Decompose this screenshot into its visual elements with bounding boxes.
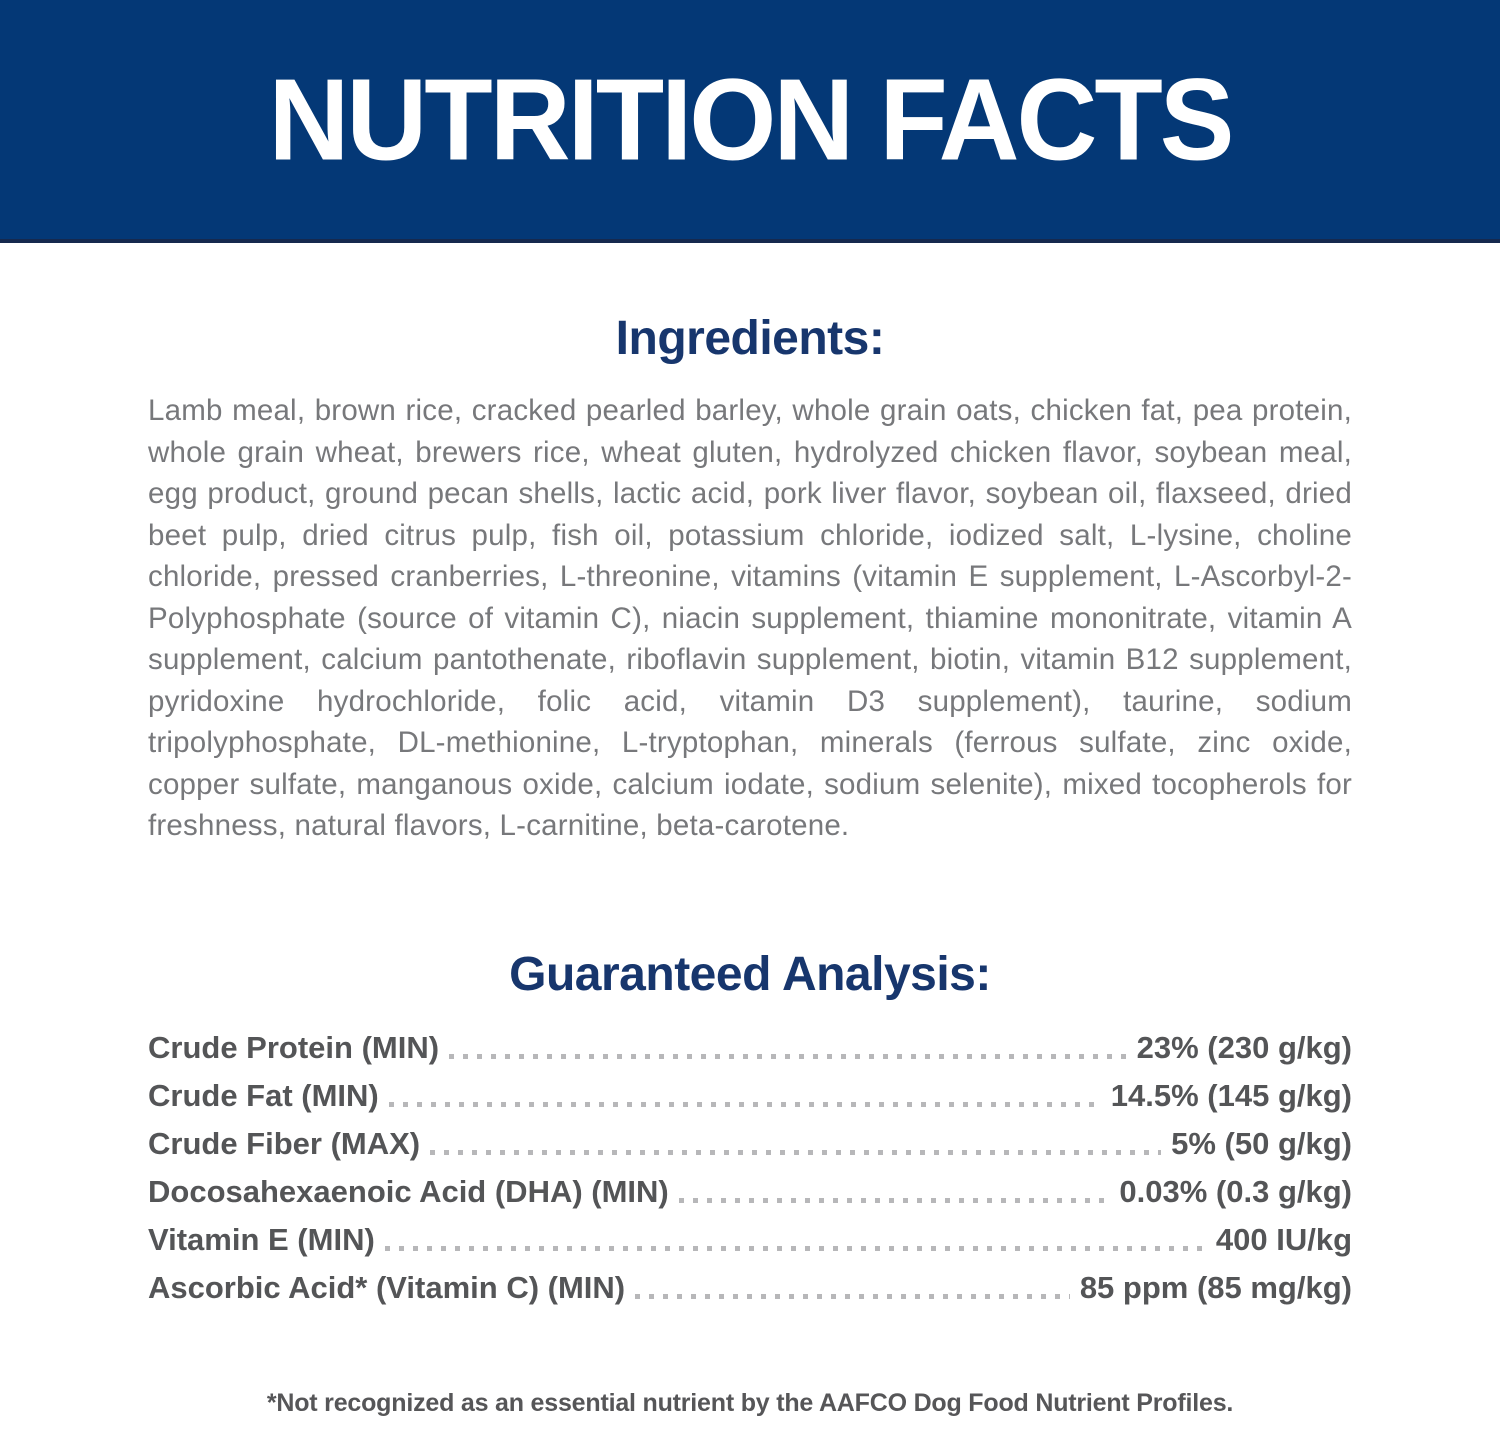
ingredients-heading: Ingredients: (615, 312, 885, 365)
nutrient-value: 85 ppm (85 mg/kg) (1079, 1269, 1352, 1305)
ingredients-paragraph: Lamb meal, brown rice, cracked pearled b… (148, 394, 1352, 842)
table-row: Docosahexaenoic Acid (DHA) (MIN) 0.03% (… (148, 1162, 1352, 1210)
dotted-leader (449, 1053, 1127, 1059)
dotted-leader (430, 1149, 1162, 1155)
page-title: NUTRITION FACTS (268, 54, 1235, 185)
nutrient-label: Crude Fiber (MAX) (148, 1125, 421, 1161)
table-row: Crude Fat (MIN) 14.5% (145 g/kg) (148, 1066, 1352, 1114)
guaranteed-analysis-table: Crude Protein (MIN) 23% (230 g/kg) Crude… (148, 1018, 1352, 1306)
dotted-leader (384, 1245, 1206, 1251)
guaranteed-analysis-heading: Guaranteed Analysis: (509, 947, 991, 1001)
nutrient-label: Crude Fat (MIN) (148, 1077, 379, 1113)
nutrient-label: Crude Protein (MIN) (148, 1029, 440, 1065)
nutrient-value: 400 IU/kg (1215, 1221, 1352, 1257)
nutrient-value: 0.03% (0.3 g/kg) (1119, 1173, 1352, 1209)
table-row: Crude Fiber (MAX) 5% (50 g/kg) (148, 1114, 1352, 1162)
nutrient-value: 14.5% (145 g/kg) (1110, 1077, 1352, 1113)
dotted-leader (678, 1197, 1110, 1203)
nutrient-value: 23% (230 g/kg) (1136, 1029, 1352, 1065)
dotted-leader (635, 1293, 1070, 1299)
header-band: NUTRITION FACTS (0, 0, 1500, 243)
table-row: Ascorbic Acid* (Vitamin C) (MIN) 85 ppm … (148, 1258, 1352, 1306)
nutrient-label: Vitamin E (MIN) (148, 1221, 375, 1257)
dotted-leader (388, 1101, 1101, 1107)
nutrient-label: Docosahexaenoic Acid (DHA) (MIN) (148, 1173, 669, 1209)
table-row: Crude Protein (MIN) 23% (230 g/kg) (148, 1018, 1352, 1066)
aafco-footnote: *Not recognized as an essential nutrient… (266, 1389, 1234, 1417)
nutrient-value: 5% (50 g/kg) (1171, 1125, 1352, 1161)
nutrient-label: Ascorbic Acid* (Vitamin C) (MIN) (148, 1269, 626, 1305)
table-row: Vitamin E (MIN) 400 IU/kg (148, 1210, 1352, 1258)
